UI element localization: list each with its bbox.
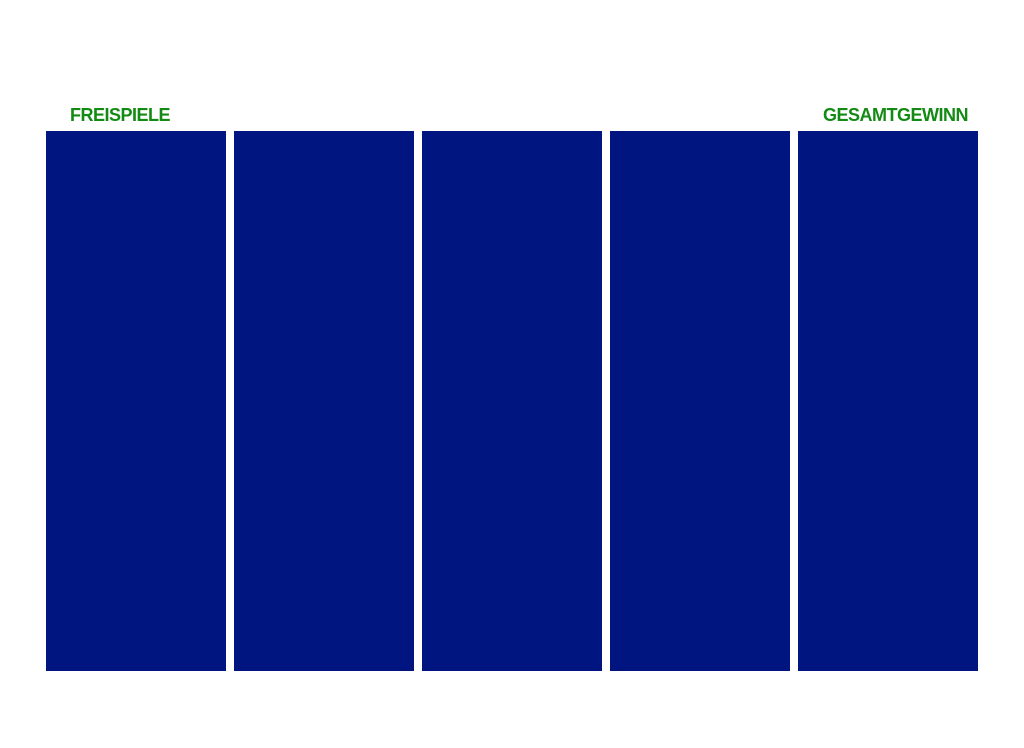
total-win-label: GESAMTGEWINN (823, 105, 969, 125)
reel (422, 131, 602, 671)
reel (234, 131, 414, 671)
reel (46, 131, 226, 671)
reel (798, 131, 978, 671)
free-spins-label: FREISPIELE (70, 105, 171, 125)
reel (610, 131, 790, 671)
